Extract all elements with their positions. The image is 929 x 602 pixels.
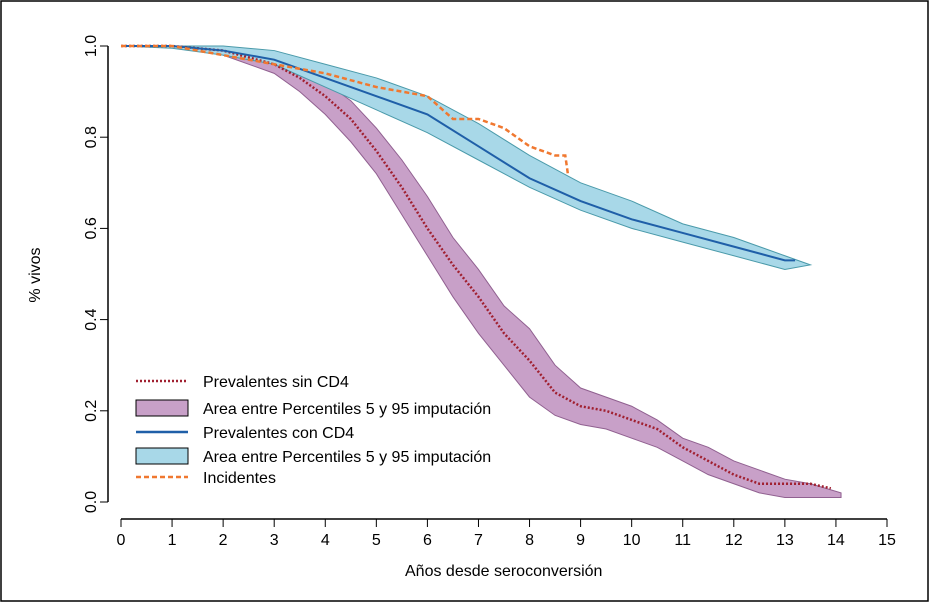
y-tick-label: 0.2 (83, 400, 100, 422)
x-tick-label: 7 (474, 532, 483, 549)
band (121, 45, 842, 498)
x-tick-label: 10 (623, 532, 641, 549)
x-tick-label: 0 (117, 532, 126, 549)
x-tick-label: 4 (321, 532, 330, 549)
x-tick-label: 2 (219, 532, 228, 549)
x-axis-title: Años desde seroconversión (405, 563, 602, 580)
y-tick-label: 0.4 (83, 308, 100, 330)
survival-line (121, 44, 570, 174)
legend-label: Prevalentes sin CD4 (203, 374, 349, 391)
x-tick-label: 13 (776, 532, 794, 549)
x-tick-label: 11 (674, 532, 691, 549)
x-tick-label: 6 (423, 532, 432, 549)
y-axis-title: % vivos (27, 247, 44, 302)
survival-line (121, 44, 832, 490)
x-tick-label: 8 (525, 532, 534, 549)
x-tick-label: 5 (372, 532, 381, 549)
legend-label: Incidentes (203, 470, 276, 487)
survival-line (121, 45, 796, 262)
legend-swatch (135, 447, 189, 465)
plot-area: 0 1 2 3 4 5 6 7 8 9 10 11 12 13 14 150.00.20.40.60.81.0… (83, 35, 896, 549)
legend-swatch (135, 399, 189, 417)
x-tick-label: 12 (725, 532, 743, 549)
y-tick-label: 1.0 (83, 35, 100, 57)
x-tick-label: 9 (576, 532, 585, 549)
y-tick-label: 0.0 (83, 491, 100, 513)
legend-label: Area entre Percentiles 5 y 95 imputación (203, 449, 491, 466)
y-tick-label: 0.8 (83, 126, 100, 148)
x-tick-label: 14 (827, 532, 845, 549)
x-tick-label: 3 (270, 532, 279, 549)
x-tick-label: 1 (168, 532, 177, 549)
legend-label: Prevalentes con CD4 (203, 425, 354, 442)
band (120, 45, 813, 270)
x-tick-label: 15 (878, 532, 896, 549)
legend-label: Area entre Percentiles 5 y 95 imputación (203, 401, 491, 418)
y-tick-label: 0.6 (83, 217, 100, 239)
